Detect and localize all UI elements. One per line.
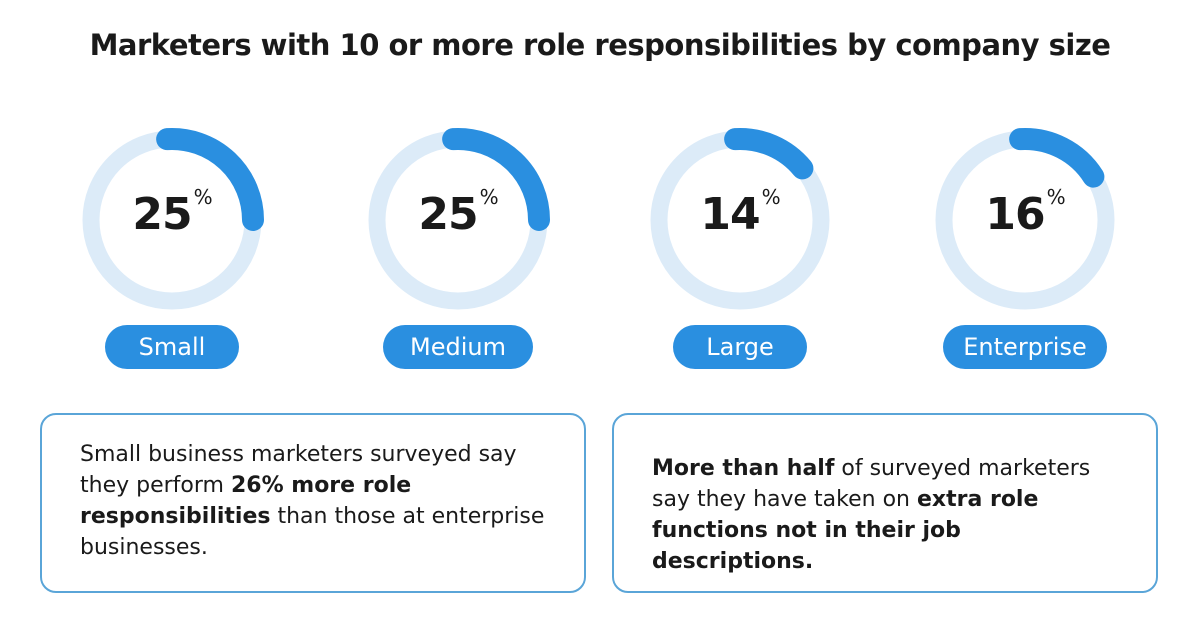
gauge-small: 25% bbox=[77, 125, 267, 315]
gauge-arc bbox=[724, 128, 814, 180]
value-number: 25 bbox=[418, 189, 478, 240]
chart-title: Marketers with 10 or more role responsib… bbox=[89, 28, 1111, 62]
value-number: 25 bbox=[132, 189, 192, 240]
value-unit: % bbox=[479, 185, 499, 209]
value-number: 16 bbox=[985, 189, 1045, 240]
gauge-arc bbox=[156, 128, 264, 231]
value-unit: % bbox=[193, 185, 213, 209]
value-unit: % bbox=[761, 185, 781, 209]
note-text: Small business marketers surveyed say th… bbox=[80, 442, 517, 498]
category-label-small: Small bbox=[105, 325, 239, 369]
note-bold: More than half bbox=[652, 456, 835, 481]
gauge-medium: 25% bbox=[363, 125, 553, 315]
note-text: than those at enterprise businesses. bbox=[80, 504, 545, 560]
gauge-large: 14% bbox=[645, 125, 835, 315]
gauge-enterprise: 16% bbox=[930, 125, 1120, 315]
gauge-value: 16% bbox=[930, 185, 1120, 240]
note-box-left: Small business marketers surveyed say th… bbox=[40, 413, 586, 593]
note-text: of surveyed marketers say they have take… bbox=[652, 456, 1091, 512]
note-bold: extra role functions not in their job de… bbox=[652, 487, 1039, 574]
note-box-right: More than half of surveyed marketers say… bbox=[612, 413, 1158, 593]
gauge-arc bbox=[442, 128, 550, 231]
category-label-medium: Medium bbox=[383, 325, 533, 369]
gauge-arc bbox=[1009, 128, 1105, 188]
note-bold: 26% more role responsibilities bbox=[80, 473, 412, 529]
category-label-enterprise: Enterprise bbox=[943, 325, 1107, 369]
category-label-large: Large bbox=[673, 325, 807, 369]
gauge-value: 14% bbox=[645, 185, 835, 240]
gauge-value: 25% bbox=[363, 185, 553, 240]
value-unit: % bbox=[1046, 185, 1066, 209]
value-number: 14 bbox=[700, 189, 760, 240]
gauge-value: 25% bbox=[77, 185, 267, 240]
